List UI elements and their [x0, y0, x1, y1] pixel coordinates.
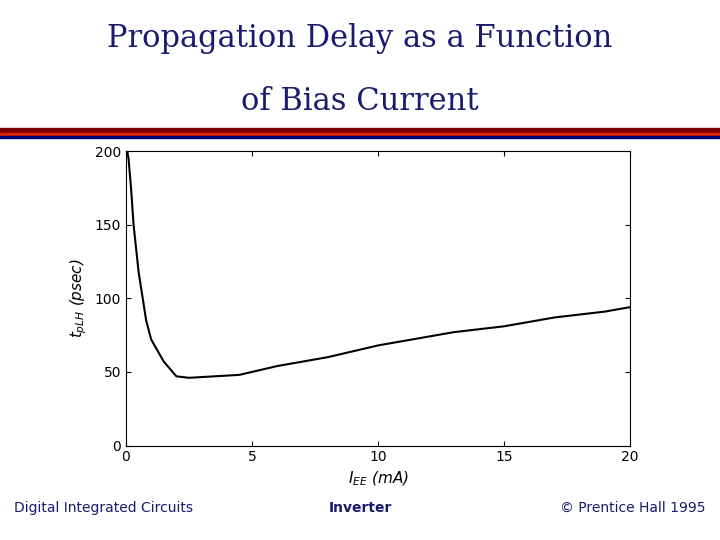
Y-axis label: $t_{pLH}$ (psec): $t_{pLH}$ (psec) — [68, 259, 89, 338]
X-axis label: $I_{EE}$ (mA): $I_{EE}$ (mA) — [348, 470, 408, 488]
Text: Digital Integrated Circuits: Digital Integrated Circuits — [14, 501, 194, 515]
Text: of Bias Current: of Bias Current — [241, 85, 479, 117]
Bar — [0, 128, 720, 133]
Text: Inverter: Inverter — [328, 501, 392, 515]
Bar — [0, 136, 720, 138]
Bar — [0, 133, 720, 136]
Text: Propagation Delay as a Function: Propagation Delay as a Function — [107, 23, 613, 55]
Text: © Prentice Hall 1995: © Prentice Hall 1995 — [560, 501, 706, 515]
